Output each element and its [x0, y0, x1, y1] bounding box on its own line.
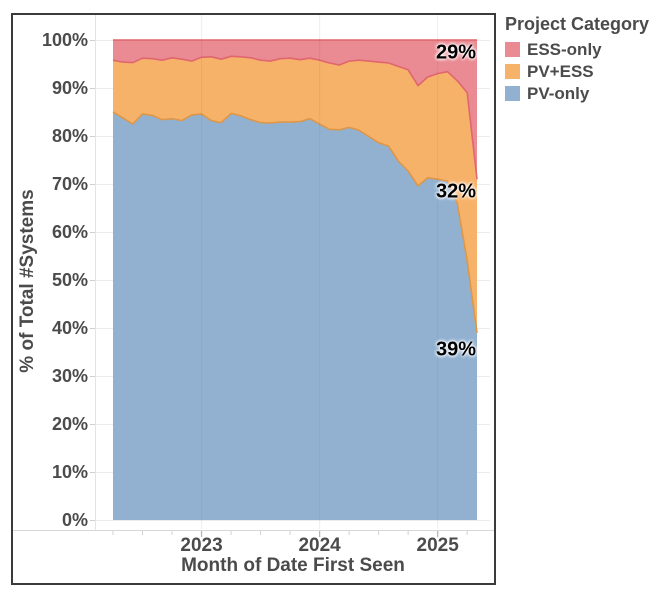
pv-ess-swatch-icon — [505, 64, 520, 79]
x-axis-title: Month of Date First Seen — [181, 555, 405, 576]
pv-only-swatch-icon — [505, 86, 520, 101]
y-tick-label-60: 60% — [51, 222, 88, 242]
area-pv-only[interactable] — [113, 112, 477, 520]
y-tick-label-90: 90% — [51, 78, 88, 98]
y-tick-label-40: 40% — [51, 318, 88, 338]
label-pv-only-share: 39% — [435, 338, 477, 361]
legend: Project Category ESS-only PV+ESS PV-only — [505, 14, 661, 103]
area-ess-only[interactable] — [113, 40, 477, 180]
legend-item-label: PV+ESS — [527, 62, 594, 81]
y-tick-label-20: 20% — [51, 414, 88, 434]
legend-item-ess-only[interactable]: ESS-only — [505, 40, 661, 59]
x-tick-label-2023: 2023 — [180, 535, 223, 556]
y-tick-label-30: 30% — [51, 366, 88, 386]
pv-only-boundary-line — [112, 111, 478, 333]
label-ess-only-share: 29% — [435, 41, 477, 64]
legend-title: Project Category — [505, 14, 650, 34]
y-tick-label-10: 10% — [51, 462, 88, 482]
legend-item-pv-only[interactable]: PV-only — [505, 84, 661, 103]
y-tick-label-100: 100% — [41, 30, 88, 50]
area-pv-ess[interactable] — [113, 56, 477, 333]
ess-only-swatch-icon — [505, 42, 520, 57]
legend-item-label: PV-only — [527, 84, 590, 103]
legend-item-pv-ess[interactable]: PV+ESS — [505, 62, 661, 81]
y-tick-label-80: 80% — [51, 126, 88, 146]
pv-ess-boundary-line — [112, 55, 478, 180]
y-tick-label-50: 50% — [51, 270, 88, 290]
legend-item-label: ESS-only — [527, 40, 602, 59]
y-tick-label-70: 70% — [51, 174, 88, 194]
x-tick-label-2025: 2025 — [416, 535, 459, 556]
x-tick-label-2024: 2024 — [298, 535, 341, 556]
y-axis-title: % of Total #Systems — [17, 189, 38, 373]
y-tick-label-0: 0% — [61, 510, 88, 530]
label-pv-ess-share: 32% — [435, 180, 477, 203]
